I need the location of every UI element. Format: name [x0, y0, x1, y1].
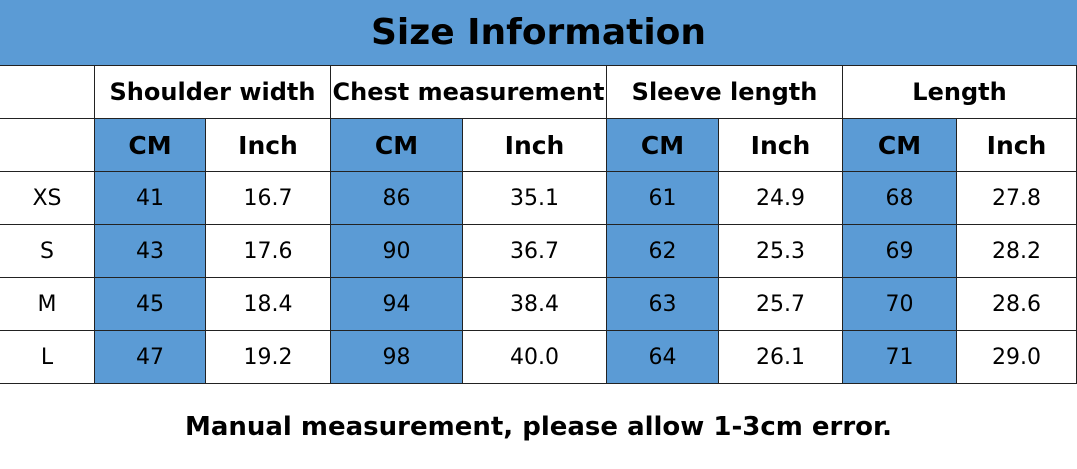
cell-value: 41: [95, 172, 206, 225]
cell-value: 40.0: [463, 331, 607, 384]
unit-header: Inch: [206, 119, 331, 172]
cell-value: 27.8: [957, 172, 1077, 225]
cell-value: 45: [95, 278, 206, 331]
cell-value: 28.2: [957, 225, 1077, 278]
cell-value: 90: [331, 225, 463, 278]
cell-value: 71: [843, 331, 957, 384]
group-header: Length: [843, 66, 1077, 119]
unit-header: Inch: [463, 119, 607, 172]
cell-value: 19.2: [206, 331, 331, 384]
cell-value: 43: [95, 225, 206, 278]
unit-header: CM: [843, 119, 957, 172]
size-label: L: [0, 331, 95, 384]
cell-value: 63: [607, 278, 719, 331]
cell-value: 26.1: [719, 331, 843, 384]
cell-value: 98: [331, 331, 463, 384]
cell-value: 69: [843, 225, 957, 278]
cell-value: 25.3: [719, 225, 843, 278]
cell-value: 25.7: [719, 278, 843, 331]
cell-value: 68: [843, 172, 957, 225]
title: Size Information: [0, 0, 1077, 66]
cell-value: 36.7: [463, 225, 607, 278]
cell-value: 70: [843, 278, 957, 331]
cell-value: 16.7: [206, 172, 331, 225]
cell-value: 64: [607, 331, 719, 384]
unit-header: Inch: [719, 119, 843, 172]
cell-value: 28.6: [957, 278, 1077, 331]
corner: [0, 119, 95, 172]
unit-header: CM: [607, 119, 719, 172]
cell-value: 18.4: [206, 278, 331, 331]
size-label: S: [0, 225, 95, 278]
cell-value: 17.6: [206, 225, 331, 278]
cell-value: 38.4: [463, 278, 607, 331]
cell-value: 86: [331, 172, 463, 225]
size-label: M: [0, 278, 95, 331]
unit-header: CM: [331, 119, 463, 172]
unit-header: CM: [95, 119, 206, 172]
group-header: Shoulder width: [95, 66, 331, 119]
unit-header: Inch: [957, 119, 1077, 172]
group-header: Chest measurement: [331, 66, 607, 119]
cell-value: 29.0: [957, 331, 1077, 384]
group-header: Sleeve length: [607, 66, 843, 119]
cell-value: 47: [95, 331, 206, 384]
cell-value: 24.9: [719, 172, 843, 225]
corner: [0, 66, 95, 119]
cell-value: 35.1: [463, 172, 607, 225]
cell-value: 61: [607, 172, 719, 225]
cell-value: 62: [607, 225, 719, 278]
size-label: XS: [0, 172, 95, 225]
cell-value: 94: [331, 278, 463, 331]
note: Manual measurement, please allow 1-3cm e…: [184, 411, 893, 442]
